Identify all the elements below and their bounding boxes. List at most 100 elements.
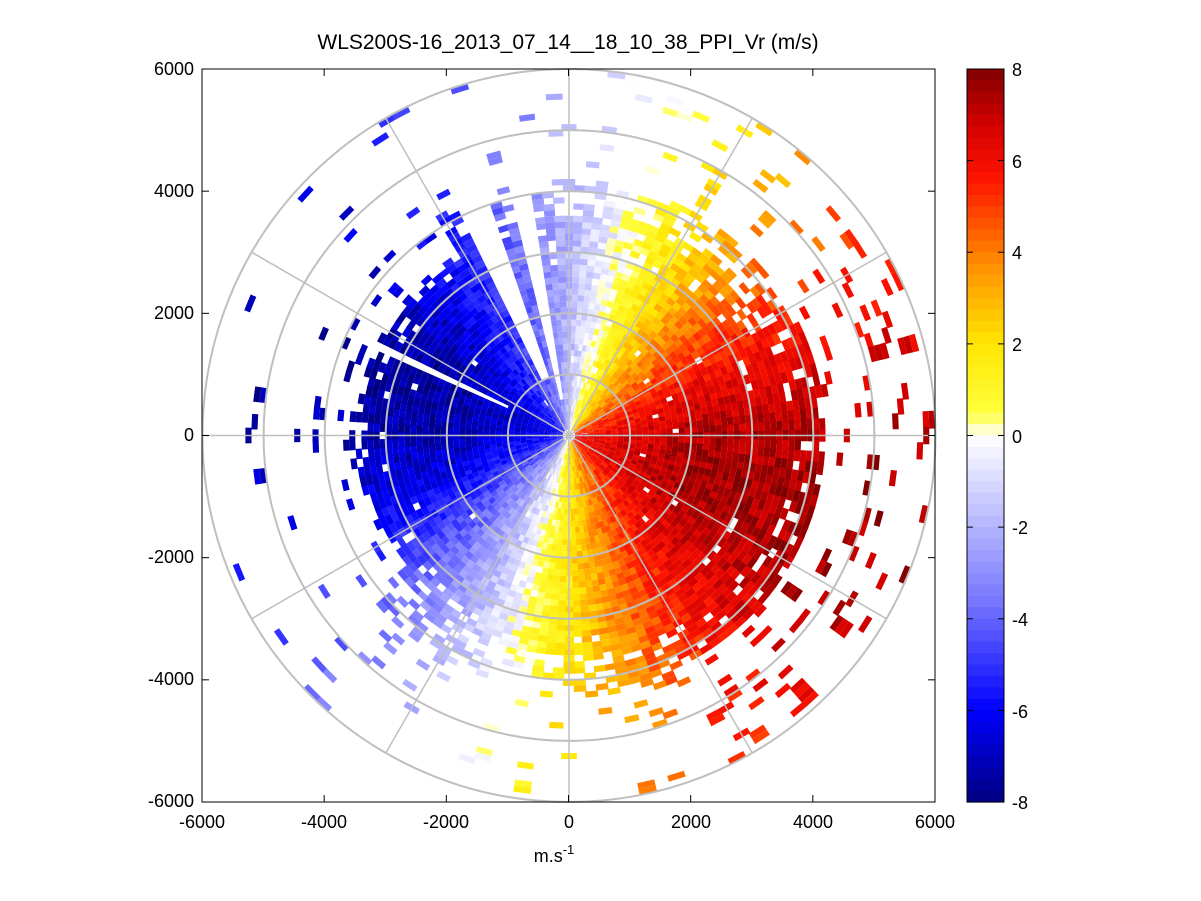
velocity-cell [577, 457, 582, 464]
velocity-cell [404, 424, 411, 433]
velocity-cell [594, 297, 603, 306]
velocity-cell [660, 243, 673, 254]
velocity-cell [780, 401, 788, 413]
velocity-cell [659, 222, 673, 234]
velocity-cell [671, 418, 679, 425]
velocity-cell [623, 620, 635, 630]
velocity-cell [797, 278, 810, 294]
velocity-cell [587, 253, 598, 261]
velocity-cell [626, 632, 639, 641]
velocity-cell [575, 436, 582, 438]
velocity-cell [665, 419, 673, 426]
velocity-cell [756, 499, 766, 512]
velocity-cell [621, 475, 629, 482]
velocity-cell [839, 621, 854, 639]
velocity-cell [719, 479, 728, 489]
velocity-cell [790, 701, 808, 718]
velocity-cell [728, 490, 737, 501]
velocity-cell [684, 442, 691, 450]
velocity-cell [806, 418, 814, 431]
velocity-cell [862, 507, 872, 524]
velocity-cell [604, 444, 611, 448]
velocity-cell [746, 301, 758, 314]
velocity-cell [581, 462, 586, 470]
velocity-cell [792, 334, 803, 348]
velocity-cell [621, 418, 629, 423]
velocity-cell [598, 455, 605, 461]
velocity-cell [724, 267, 738, 280]
velocity-cell [592, 394, 598, 402]
velocity-cell [577, 444, 582, 450]
velocity-cell [591, 424, 598, 428]
velocity-cell [764, 439, 771, 450]
velocity-cell [797, 686, 815, 703]
velocity-cell [600, 506, 607, 514]
velocity-cell [593, 439, 600, 442]
velocity-cell [578, 344, 584, 351]
velocity-cell [614, 415, 622, 420]
velocity-cell [586, 473, 591, 481]
velocity-cell [648, 707, 664, 718]
velocity-cell [773, 505, 784, 518]
velocity-cell [588, 449, 594, 455]
velocity-cell [574, 430, 581, 434]
velocity-cell [582, 469, 587, 476]
velocity-cell [699, 461, 707, 470]
velocity-cell [539, 690, 553, 698]
velocity-cell [615, 239, 626, 248]
velocity-cell [570, 533, 577, 540]
velocity-cell [705, 616, 719, 628]
velocity-cell [580, 429, 587, 433]
velocity-cell [645, 165, 660, 176]
velocity-cell [622, 79, 641, 89]
velocity-cell [764, 512, 775, 525]
velocity-cell [731, 499, 740, 510]
velocity-cell [623, 436, 631, 440]
velocity-cell [633, 521, 642, 530]
velocity-cell [581, 228, 593, 236]
velocity-cell [727, 354, 737, 365]
velocity-cell [713, 609, 727, 622]
velocity-cell [702, 248, 715, 260]
velocity-cell [657, 496, 666, 505]
velocity-cell [669, 659, 684, 671]
velocity-cell [598, 440, 606, 443]
velocity-cell [575, 433, 582, 435]
velocity-cell [623, 267, 634, 277]
velocity-cell [761, 210, 777, 225]
velocity-cell [815, 559, 827, 575]
velocity-cell [766, 523, 777, 536]
velocity-cell [776, 421, 783, 432]
velocity-cell [771, 561, 784, 576]
velocity-cell [761, 532, 772, 545]
velocity-cell [715, 425, 722, 433]
velocity-cell [581, 448, 587, 454]
velocity-cell [667, 770, 686, 782]
velocity-cell [591, 411, 598, 417]
velocity-cell [831, 302, 844, 319]
velocity-cell [422, 438, 429, 446]
velocity-cell [653, 444, 661, 450]
velocity-cell [612, 411, 620, 416]
velocity-cell [852, 241, 868, 259]
velocity-cell [647, 440, 655, 445]
velocity-cell [766, 394, 775, 406]
velocity-cell [782, 439, 789, 451]
velocity-cell [841, 282, 855, 299]
velocity-cell [589, 399, 595, 406]
velocity-cell [627, 465, 635, 471]
velocity-cell [781, 411, 789, 423]
velocity-cell [577, 422, 583, 428]
velocity-cell [636, 194, 651, 205]
velocity-cell [597, 457, 604, 463]
velocity-cell [756, 529, 767, 542]
velocity-cell [716, 630, 731, 643]
velocity-cell [586, 428, 593, 432]
velocity-cell [637, 344, 646, 353]
velocity-cell [721, 472, 730, 483]
velocity-cell [630, 218, 643, 228]
velocity-cell [641, 423, 648, 428]
velocity-cell [578, 338, 585, 345]
velocity-cell [570, 441, 573, 448]
velocity-cell [573, 648, 584, 656]
